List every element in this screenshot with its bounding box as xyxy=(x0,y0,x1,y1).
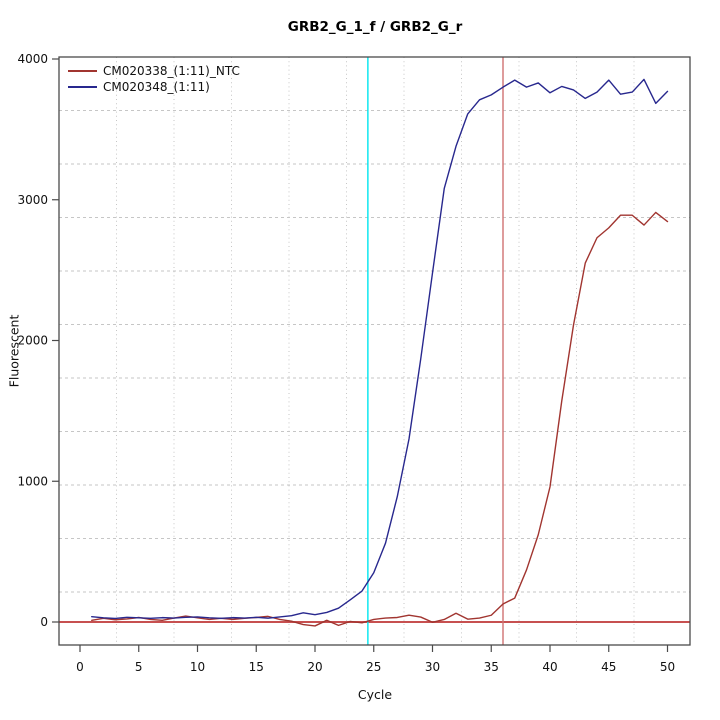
x-tick-label: 30 xyxy=(425,660,440,674)
x-tick-label: 25 xyxy=(366,660,381,674)
curve-sample xyxy=(91,78,669,620)
x-tick-label: 35 xyxy=(484,660,499,674)
legend-row-ntc: CM020338_(1:11)_NTC xyxy=(68,63,240,79)
x-tick-label: 5 xyxy=(135,660,143,674)
y-tick-label: 2000 xyxy=(17,334,48,348)
x-tick-label: 15 xyxy=(249,660,264,674)
curve-ntc xyxy=(91,211,669,627)
x-axis-ticks: 0 5 10 15 20 25 30 35 40 45 50 xyxy=(76,645,675,674)
x-tick-label: 40 xyxy=(542,660,557,674)
y-tick-label: 1000 xyxy=(17,474,48,488)
ct-lines xyxy=(367,57,504,645)
plot-box xyxy=(58,56,691,646)
gridlines xyxy=(59,57,690,645)
plot-title: GRB2_G_1_f / GRB2_G_r xyxy=(287,19,463,35)
y-tick-label: 0 xyxy=(40,615,48,629)
legend-line-sample xyxy=(68,86,97,88)
legend: CM020338_(1:11)_NTC CM020348_(1:11) xyxy=(68,63,240,95)
y-tick-label: 4000 xyxy=(17,52,48,66)
y-axis-label: Fluorescent xyxy=(6,314,22,388)
y-tick-label: 3000 xyxy=(17,193,48,207)
x-tick-label: 0 xyxy=(76,660,84,674)
legend-row-sample: CM020348_(1:11) xyxy=(68,79,240,95)
curves xyxy=(91,78,669,627)
legend-label-sample: CM020348_(1:11) xyxy=(103,80,210,94)
x-tick-label: 20 xyxy=(307,660,322,674)
x-tick-label: 50 xyxy=(660,660,675,674)
y-axis-ticks: 0 1000 2000 3000 4000 xyxy=(17,52,59,629)
x-tick-label: 45 xyxy=(601,660,616,674)
x-axis-label: Cycle xyxy=(357,687,393,702)
x-tick-label: 10 xyxy=(190,660,205,674)
legend-line-ntc xyxy=(68,70,97,72)
legend-label-ntc: CM020338_(1:11)_NTC xyxy=(103,64,240,78)
